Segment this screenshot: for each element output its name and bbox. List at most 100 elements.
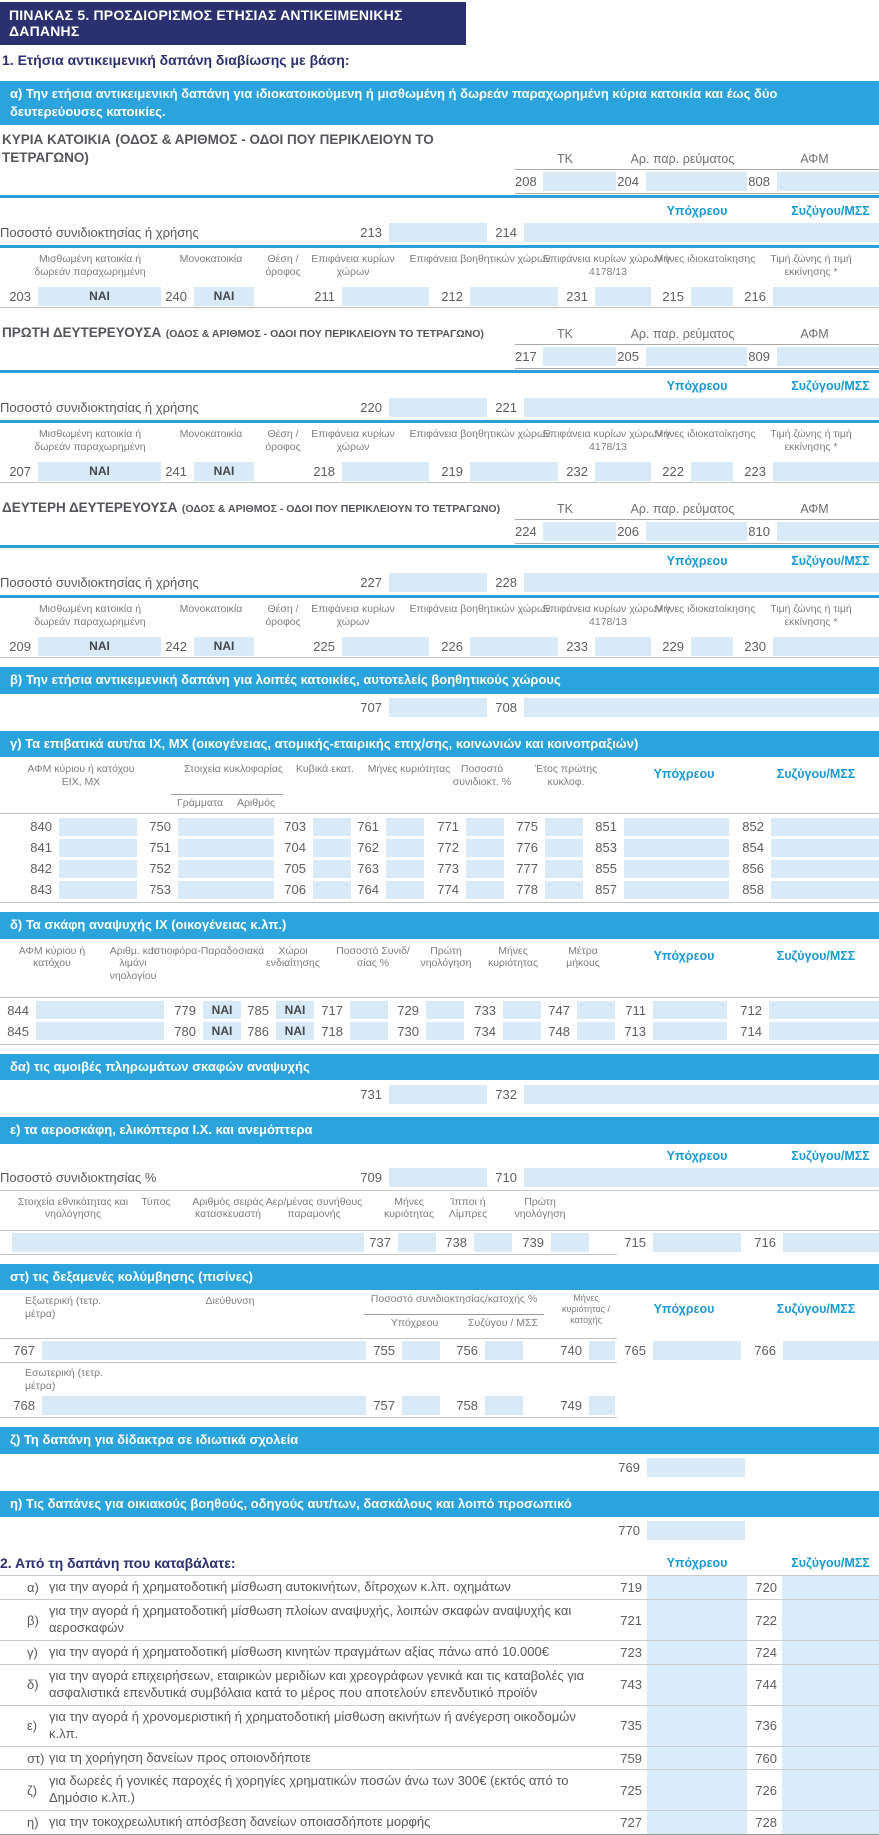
input-855[interactable] (624, 859, 729, 878)
input-768[interactable] (42, 1395, 366, 1415)
input-774[interactable] (466, 880, 504, 899)
input-229[interactable] (691, 636, 733, 656)
input-841[interactable] (59, 838, 137, 857)
input-713[interactable] (653, 1022, 727, 1041)
input-842[interactable] (59, 859, 137, 878)
input-734[interactable] (503, 1022, 541, 1041)
input-203-nai[interactable]: ΝΑΙ (38, 286, 161, 306)
input-228[interactable] (524, 573, 879, 593)
input-223[interactable] (773, 461, 879, 481)
input-840[interactable] (59, 817, 137, 836)
input-207-nai[interactable]: ΝΑΙ (38, 461, 161, 481)
input-222[interactable] (691, 461, 733, 481)
input-225[interactable] (342, 636, 429, 656)
input-706[interactable] (313, 880, 351, 899)
input-220[interactable] (389, 398, 487, 418)
input-710[interactable] (524, 1168, 879, 1188)
input-844[interactable] (36, 1001, 164, 1020)
input-786-nai[interactable]: ΝΑΙ (276, 1022, 314, 1041)
input-704[interactable] (313, 838, 351, 857)
input-241-nai[interactable]: ΝΑΙ (194, 461, 254, 481)
input-755[interactable] (402, 1341, 440, 1361)
input-757[interactable] (402, 1395, 440, 1415)
input-773[interactable] (466, 859, 504, 878)
input-739[interactable] (551, 1232, 589, 1252)
input-852[interactable] (771, 817, 879, 836)
input-761[interactable] (386, 817, 424, 836)
input-843[interactable] (59, 880, 137, 899)
input-208[interactable] (543, 172, 616, 192)
input-764[interactable] (386, 880, 424, 899)
input-707[interactable] (389, 698, 487, 718)
input-770[interactable] (647, 1520, 745, 1540)
input-756[interactable] (485, 1341, 523, 1361)
input-211[interactable] (342, 286, 429, 306)
input-749[interactable] (589, 1395, 615, 1415)
input-753[interactable] (178, 880, 274, 899)
input-216[interactable] (773, 286, 879, 306)
input-717[interactable] (350, 1001, 388, 1020)
input-705[interactable] (313, 859, 351, 878)
input-715[interactable] (653, 1233, 741, 1253)
input-aircraft-details[interactable] (12, 1232, 364, 1252)
input-738[interactable] (474, 1232, 512, 1252)
input-230[interactable] (773, 636, 879, 656)
input-857[interactable] (624, 880, 729, 899)
input-771[interactable] (466, 817, 504, 836)
input-205[interactable] (646, 347, 747, 367)
input-242-nai[interactable]: ΝΑΙ (194, 636, 254, 656)
input-733[interactable] (503, 1001, 541, 1020)
input-777[interactable] (545, 859, 583, 878)
input-231[interactable] (595, 286, 651, 306)
input-779-nai[interactable]: ΝΑΙ (203, 1001, 241, 1020)
input-853[interactable] (624, 838, 729, 857)
input-748[interactable] (577, 1022, 615, 1041)
input-732[interactable] (524, 1084, 879, 1104)
input-703[interactable] (313, 817, 351, 836)
input-767[interactable] (42, 1341, 366, 1361)
input-729[interactable] (426, 1001, 464, 1020)
input-711[interactable] (653, 1001, 727, 1020)
input-204[interactable] (646, 172, 747, 192)
input-213[interactable] (389, 223, 487, 243)
input-776[interactable] (545, 838, 583, 857)
input-217[interactable] (543, 347, 616, 367)
input-209-nai[interactable]: ΝΑΙ (38, 636, 161, 656)
input-740[interactable] (589, 1341, 615, 1361)
input-714[interactable] (769, 1022, 879, 1041)
input-762[interactable] (386, 838, 424, 857)
input-232[interactable] (595, 461, 651, 481)
input-716[interactable] (783, 1233, 879, 1253)
input-750[interactable] (178, 817, 274, 836)
input-747[interactable] (577, 1001, 615, 1020)
input-218[interactable] (342, 461, 429, 481)
input-212[interactable] (470, 286, 558, 306)
input-763[interactable] (386, 859, 424, 878)
input-751[interactable] (178, 838, 274, 857)
input-226[interactable] (470, 636, 558, 656)
input-772[interactable] (466, 838, 504, 857)
input-215[interactable] (691, 286, 733, 306)
input-845[interactable] (36, 1022, 164, 1041)
input-731[interactable] (389, 1084, 487, 1104)
input-808[interactable] (777, 172, 879, 192)
input-221[interactable] (524, 398, 879, 418)
input-858[interactable] (771, 880, 879, 899)
input-769[interactable] (647, 1458, 745, 1478)
input-780-nai[interactable]: ΝΑΙ (203, 1022, 241, 1041)
input-775[interactable] (545, 817, 583, 836)
input-856[interactable] (771, 859, 879, 878)
input-851[interactable] (624, 817, 729, 836)
input-785-nai[interactable]: ΝΑΙ (276, 1001, 314, 1020)
input-766[interactable] (783, 1341, 879, 1361)
input-214[interactable] (524, 223, 879, 243)
input-224[interactable] (543, 522, 616, 542)
input-718[interactable] (350, 1022, 388, 1041)
input-810[interactable] (777, 522, 879, 542)
input-206[interactable] (646, 522, 747, 542)
input-752[interactable] (178, 859, 274, 878)
input-712[interactable] (769, 1001, 879, 1020)
input-219[interactable] (470, 461, 558, 481)
input-778[interactable] (545, 880, 583, 899)
input-809[interactable] (777, 347, 879, 367)
